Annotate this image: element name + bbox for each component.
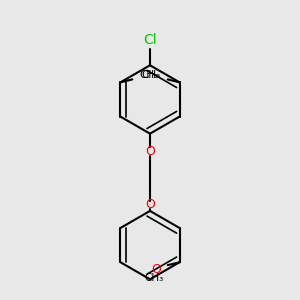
Text: CH₃: CH₃ — [141, 70, 160, 80]
Text: CH₃: CH₃ — [140, 70, 159, 80]
Text: O: O — [151, 263, 161, 276]
Text: CH₃: CH₃ — [145, 274, 164, 284]
Text: O: O — [145, 199, 155, 212]
Text: Cl: Cl — [143, 33, 157, 47]
Text: O: O — [145, 145, 155, 158]
